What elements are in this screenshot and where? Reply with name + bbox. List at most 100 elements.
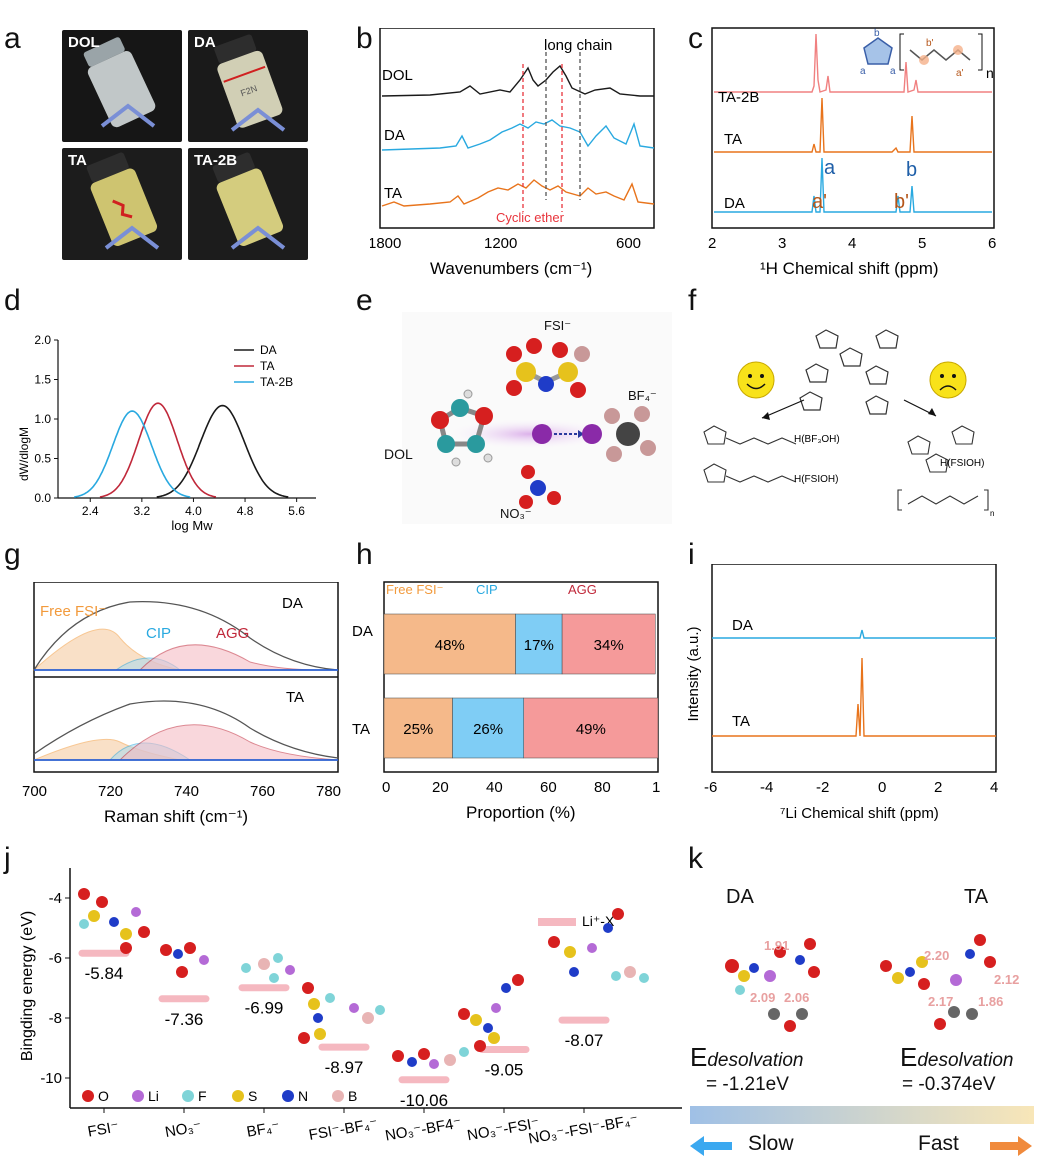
panel-letter-a: a <box>4 22 21 55</box>
panel-letter-h: h <box>356 538 373 571</box>
inset-label-b: b <box>874 28 880 39</box>
panel-letter-d: d <box>4 284 21 317</box>
tick-5: 5 <box>918 235 926 252</box>
k-da-d2: 2.09 <box>750 990 775 1005</box>
y-tick-label: 0.0 <box>34 491 51 505</box>
chart-legend: DA TA TA-2B <box>234 343 293 389</box>
tick-m6: -6 <box>704 779 717 796</box>
photo-dol: DOL <box>62 30 182 142</box>
curve-ta <box>381 179 655 207</box>
curve-da <box>714 157 992 213</box>
label-cip: CIP <box>146 625 171 642</box>
chart-axes: 0.0 0.5 1.0 1.5 2.0 2.4 3.2 4.0 4.8 5.6 <box>34 333 316 518</box>
long-chain-label: long chain <box>544 37 612 54</box>
chart-series-group <box>74 402 289 498</box>
cyclic-ether-label: Cyclic ether <box>496 210 565 225</box>
tick-4: 4 <box>990 779 998 796</box>
k-ta-e-label: E <box>900 1042 918 1072</box>
inset-label-n: n <box>986 65 994 81</box>
h-row-label-da: DA <box>352 623 373 640</box>
bar-value-label: 25% <box>403 721 433 738</box>
panel-b-xlabel: Wavenumbers (cm⁻¹) <box>430 259 592 278</box>
x-tick-label: 5.6 <box>288 504 305 518</box>
photo-da: F2N DA <box>188 30 308 142</box>
panel-c-frame <box>711 27 995 229</box>
panel-h-frame <box>383 581 659 773</box>
vial-ta-icon <box>86 152 160 250</box>
curve-label-da: DA <box>732 617 753 634</box>
panel-letter-i: i <box>688 538 695 571</box>
panel-letter-e: e <box>356 284 373 317</box>
panel-j-ylabel: Bingding energy (eV) <box>19 911 36 1061</box>
h-legend-free: Free FSI⁻ <box>386 582 443 597</box>
atom-legend-label: S <box>248 1088 257 1104</box>
legend-label: TA-2B <box>260 375 293 389</box>
k-title-ta: TA <box>964 886 989 908</box>
series-line-da <box>156 404 289 498</box>
curve-da <box>381 119 655 151</box>
panel-letter-g: g <box>4 538 21 571</box>
photo-label-dol: DOL <box>68 34 100 51</box>
curve-dol <box>381 64 654 97</box>
legend-label: TA <box>260 359 274 373</box>
dol-monomers-icon <box>799 329 899 415</box>
j-molecule-no3-icon <box>160 942 209 978</box>
peak-label-a-prime: a' <box>812 191 827 213</box>
tick-m2: -2 <box>816 779 829 796</box>
panel-c-nmr: b a a b' a' n TA-2B TA DA a b a' b' 2 3 … <box>708 27 996 278</box>
h-tick-100: 1 <box>652 779 660 796</box>
molecule-cluster-icon <box>431 338 656 509</box>
panel-b-ftir: DOL DA TA long chain Cyclic ether 1800 1… <box>370 28 655 278</box>
category-label: NO₃⁻ <box>164 1118 203 1141</box>
label-h-bf3oh: H(BF₃OH) <box>794 434 840 445</box>
happy-face-icon <box>737 361 775 399</box>
dol-molecule-icon <box>431 389 493 467</box>
label-free-fsi: Free FSI⁻ <box>40 603 106 620</box>
label-h-fsioh-left: H(FSIOH) <box>794 474 838 485</box>
panel-d-gpc-chart: dW/dlogM log Mw 0.0 0.5 1.0 1.5 2.0 2.4 3.2 4.0… <box>17 333 316 533</box>
tick-1800: 1800 <box>370 235 401 252</box>
tick-760: 760 <box>250 783 275 800</box>
y-tick-label: -6 <box>49 950 62 967</box>
photo-label-da: DA <box>194 34 216 51</box>
y-tick-label: -10 <box>40 1070 62 1087</box>
x-tick-label: 3.2 <box>134 504 151 518</box>
panel-i-li-nmr: Intensity (a.u.) DA TA -6 -4 -2 0 2 4 ⁷L… <box>685 564 998 822</box>
k-ta-d1: 2.20 <box>924 948 949 963</box>
curve-label-dol: DOL <box>382 67 413 84</box>
y-tick-label: -4 <box>49 890 62 907</box>
atom-legend-label: F <box>198 1088 207 1104</box>
tick-0: 0 <box>878 779 886 796</box>
k-da-e-sub: desolvation <box>707 1050 804 1071</box>
j-molecule-no3-bf4-icon <box>392 1047 469 1069</box>
series-line-ta <box>99 402 217 498</box>
h-legend-agg: AGG <box>568 582 597 597</box>
panel-g-xlabel: Raman shift (cm⁻¹) <box>104 807 248 826</box>
no3-molecule-icon <box>519 465 561 509</box>
x-tick-label: 2.4 <box>82 504 99 518</box>
y-tick-label: 2.0 <box>34 333 51 347</box>
atom-legend-label: Li <box>148 1088 159 1104</box>
k-da-e-value: = -1.21eV <box>706 1074 789 1095</box>
bar-value-label: 48% <box>435 637 465 654</box>
h-tick-80: 80 <box>594 779 611 796</box>
photo-label-ta: TA <box>68 152 87 169</box>
inset-label-b-prime: b' <box>926 38 934 49</box>
atom-legend-swatch <box>82 1090 94 1102</box>
panel-letter-b: b <box>356 22 373 55</box>
energy-value-label: -10.06 <box>400 1091 448 1110</box>
panel-letter-k: k <box>688 842 703 875</box>
panel-b-frame <box>379 28 655 229</box>
k-ta-d2: 2.12 <box>994 972 1019 987</box>
fsi-molecule-icon <box>506 338 590 398</box>
inset-label-a-right: a <box>890 66 896 77</box>
y-tick-label: 0.5 <box>34 452 51 466</box>
curve-label-da: DA <box>724 195 745 212</box>
label-ta: TA <box>286 689 304 706</box>
vial-da-icon: F2N <box>214 34 286 132</box>
curve-label-ta: TA <box>384 185 402 202</box>
bar-segment-agg <box>523 697 659 759</box>
h-tick-40: 40 <box>486 779 503 796</box>
label-dol: DOL <box>384 446 413 462</box>
energy-value-label: -6.99 <box>245 999 284 1018</box>
